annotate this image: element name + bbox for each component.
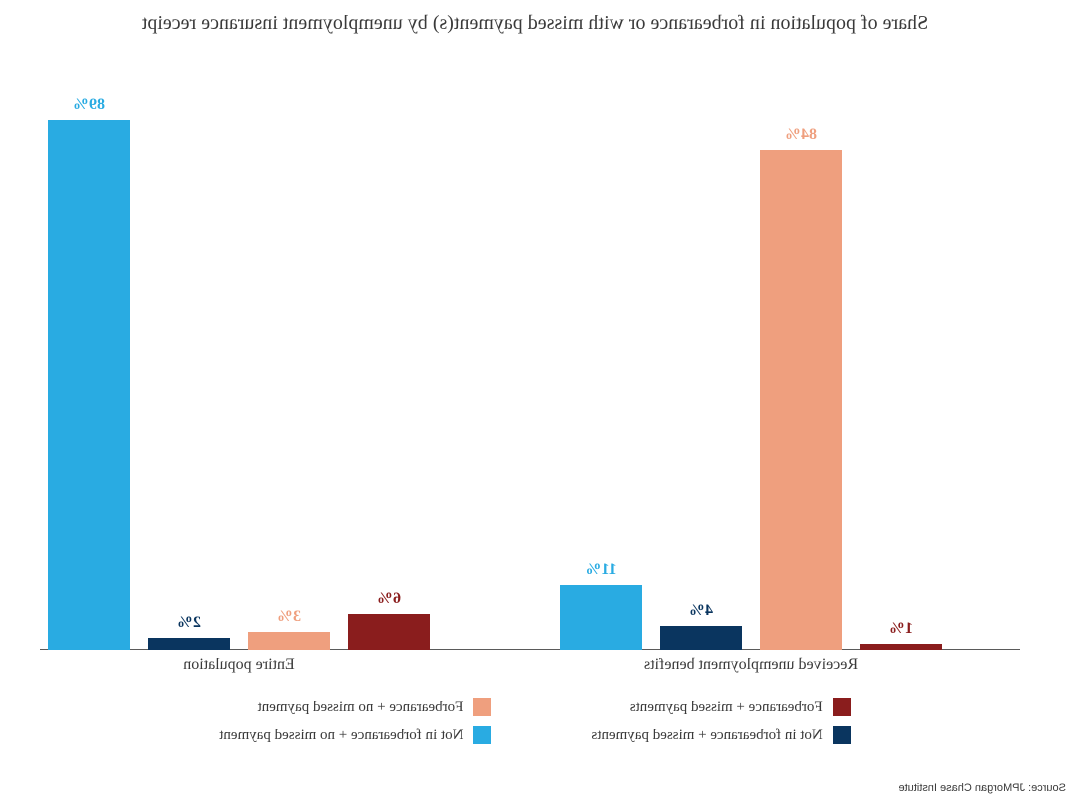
bar-ui-fb_missed: 1% xyxy=(860,644,942,650)
bar-rect xyxy=(660,626,742,650)
bar-ui-nfb_nomiss: 11% xyxy=(560,585,642,650)
source-attribution: Source: JPMorgan Chase Institute xyxy=(898,782,1066,794)
bar-all-fb_nomiss: 3% xyxy=(248,632,330,650)
chart-title: Share of population in forbearance or wi… xyxy=(0,12,1070,35)
bar-rect xyxy=(248,632,330,650)
bar-value-label: 1% xyxy=(860,620,942,638)
group-label-ui: Received unemployment benefits xyxy=(560,656,942,674)
legend-item-nfb_missed: Not in forbearance + missed payments xyxy=(591,726,850,744)
legend-label: Forbearance + missed payments xyxy=(630,699,823,716)
bar-value-label: 4% xyxy=(660,602,742,620)
bar-rect xyxy=(760,150,842,650)
bar-value-label: 84% xyxy=(760,126,842,144)
bar-group-ui: 1%84%4%11%Received unemployment benefits xyxy=(560,150,942,650)
legend-swatch xyxy=(473,698,491,716)
bar-value-label: 89% xyxy=(48,96,130,114)
legend-label: Forbearance + no missed payment xyxy=(258,699,464,716)
legend-swatch xyxy=(833,698,851,716)
legend-swatch xyxy=(833,726,851,744)
bar-value-label: 6% xyxy=(348,590,430,608)
legend-swatch xyxy=(473,726,491,744)
legend-item-fb_missed: Forbearance + missed payments xyxy=(591,698,850,716)
bar-group-all: 6%3%2%89%Entire population xyxy=(48,120,430,650)
legend-item-nfb_nomiss: Not in forbearance + no missed payment xyxy=(219,726,491,744)
bar-ui-nfb_missed: 4% xyxy=(660,626,742,650)
bar-ui-fb_nomiss: 84% xyxy=(760,150,842,650)
bar-all-nfb_nomiss: 89% xyxy=(48,120,130,650)
bar-rect xyxy=(560,585,642,650)
bar-rect xyxy=(148,638,230,650)
plot-area: 1%84%4%11%Received unemployment benefits… xyxy=(40,55,1020,650)
legend-label: Not in forbearance + missed payments xyxy=(591,727,822,744)
bar-all-fb_missed: 6% xyxy=(348,614,430,650)
group-label-all: Entire population xyxy=(48,656,430,674)
legend-column: Forbearance + missed payments Not in forb… xyxy=(591,698,850,744)
bar-value-label: 3% xyxy=(248,608,330,626)
bar-value-label: 11% xyxy=(560,561,642,579)
bar-rect xyxy=(48,120,130,650)
bar-value-label: 2% xyxy=(148,614,230,632)
legend: Forbearance + missed payments Not in forb… xyxy=(0,698,1070,744)
bar-all-nfb_missed: 2% xyxy=(148,638,230,650)
legend-label: Not in forbearance + no missed payment xyxy=(219,727,463,744)
chart-container: Share of population in forbearance or wi… xyxy=(0,0,1070,800)
legend-column: Forbearance + no missed payment Not in fo… xyxy=(219,698,491,744)
legend-item-fb_nomiss: Forbearance + no missed payment xyxy=(219,698,491,716)
bar-rect xyxy=(348,614,430,650)
bar-rect xyxy=(860,644,942,650)
